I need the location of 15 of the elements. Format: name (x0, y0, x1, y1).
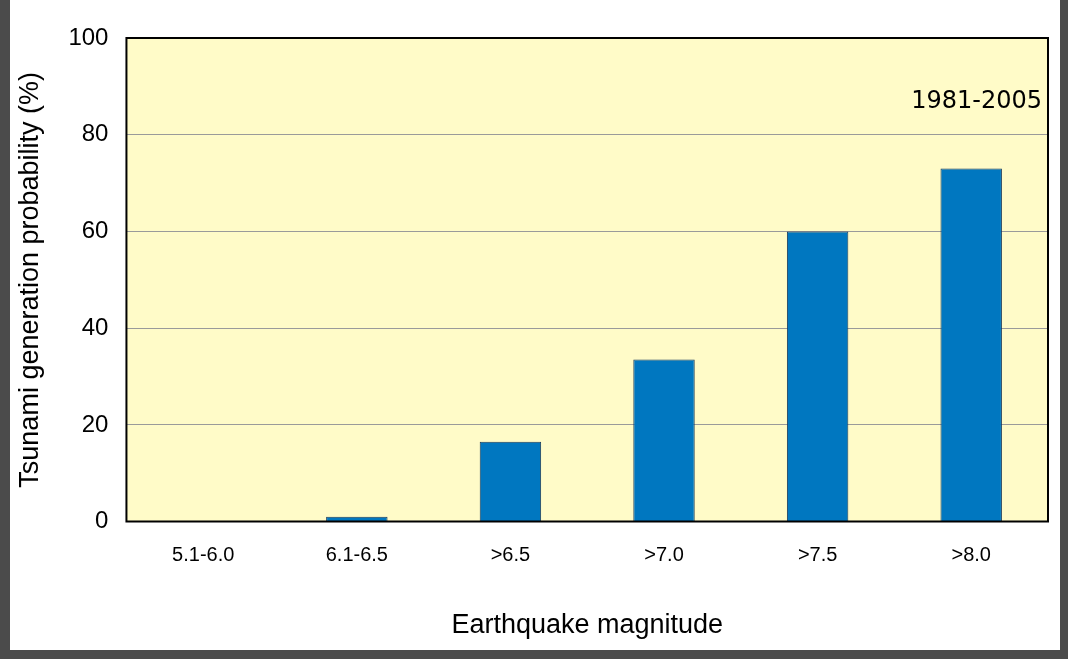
x-tick-label: 5.1-6.0 (172, 543, 235, 566)
x-tick-label: >6.5 (490, 543, 531, 566)
y-tick-label: 0 (95, 506, 109, 534)
y-axis-title: Tsunami generation probability (%) (13, 71, 44, 488)
annotation: 1981-2005 (911, 86, 1042, 115)
x-tick-label: >7.5 (797, 543, 838, 566)
y-tick-label: 100 (68, 22, 109, 50)
y-tick-label: 40 (81, 312, 109, 340)
x-tick-label: >8.0 (951, 543, 991, 566)
y-tick-label: 20 (81, 409, 109, 437)
x-tick-label: >7.0 (644, 543, 684, 566)
y-tick-label: 60 (81, 216, 109, 244)
x-tick-label: 6.1-6.5 (325, 543, 388, 566)
y-tick-label: 80 (81, 119, 109, 147)
x-axis-title: Earthquake magnitude (451, 609, 724, 640)
